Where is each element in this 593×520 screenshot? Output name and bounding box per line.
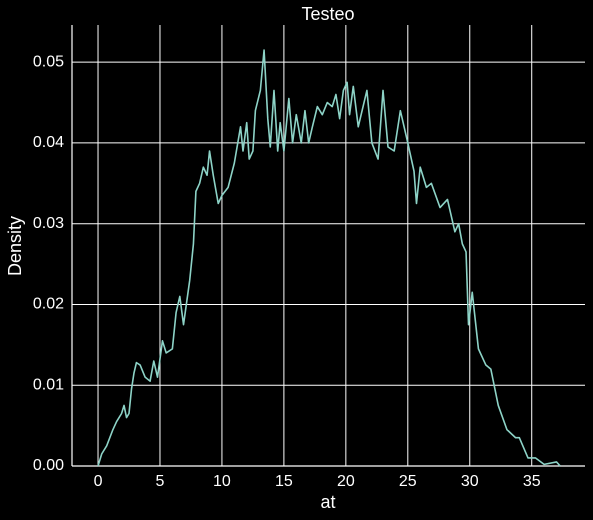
x-tick-label: 0	[94, 473, 103, 490]
x-tick-label: 35	[523, 473, 541, 490]
chart-title: Testeo	[301, 4, 354, 24]
y-tick-label: 0.01	[33, 376, 64, 393]
y-tick-label: 0.05	[33, 53, 64, 70]
y-tick-label: 0.00	[33, 457, 64, 474]
y-tick-label: 0.03	[33, 215, 64, 232]
x-tick-label: 20	[337, 473, 355, 490]
y-tick-label: 0.04	[33, 134, 64, 151]
x-tick-label: 10	[213, 473, 231, 490]
y-axis-label: Density	[5, 216, 25, 276]
x-tick-label: 25	[399, 473, 417, 490]
density-line	[97, 49, 561, 467]
x-tick-label: 30	[461, 473, 479, 490]
y-tick-label: 0.02	[33, 296, 64, 313]
x-tick-label: 15	[275, 473, 293, 490]
x-tick-label: 5	[156, 473, 165, 490]
x-axis-label: at	[320, 492, 335, 512]
